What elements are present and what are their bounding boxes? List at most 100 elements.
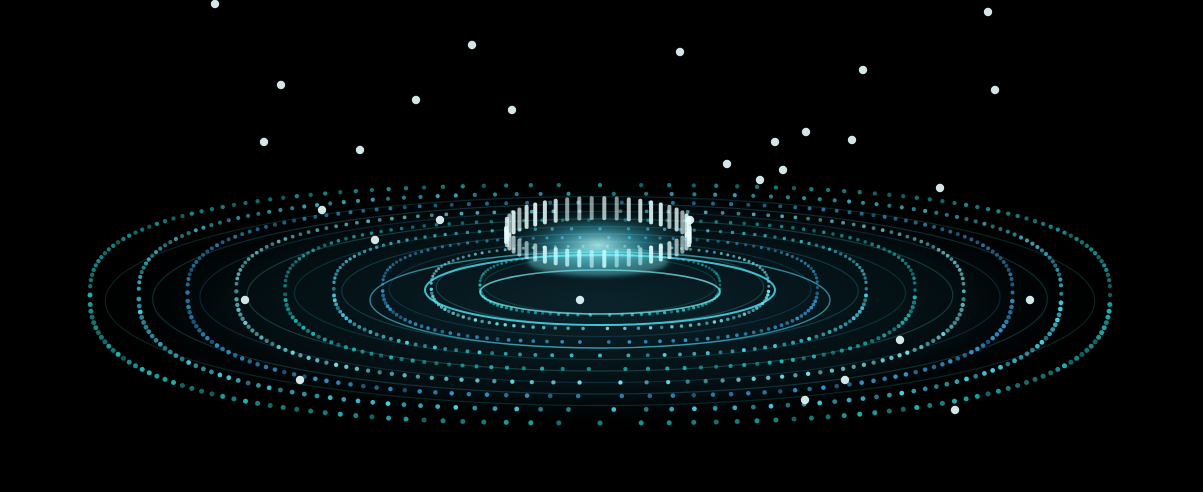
- ring-dot: [298, 232, 303, 237]
- ring-dot: [1039, 248, 1044, 253]
- ring-dot: [243, 398, 248, 404]
- ring-dot: [1018, 355, 1024, 360]
- ring-dot: [486, 268, 490, 272]
- ring-dot: [247, 359, 252, 364]
- ring-dot: [173, 236, 178, 242]
- ring-dot: [402, 205, 407, 210]
- ring-dot: [465, 230, 470, 235]
- ring-dot: [766, 375, 771, 380]
- ring-dot: [753, 232, 757, 237]
- ring-dot: [934, 210, 939, 215]
- ring-dot: [754, 418, 760, 424]
- ring-dot: [747, 310, 751, 315]
- ring-dot: [478, 283, 482, 287]
- ring-dot: [369, 187, 375, 193]
- ring-dot: [490, 351, 495, 356]
- ring-dot: [644, 380, 649, 385]
- ring-dot: [293, 318, 298, 323]
- ring-dot: [433, 234, 437, 238]
- ring-dot: [713, 270, 716, 273]
- ring-dot: [560, 366, 565, 371]
- ring-dot: [474, 220, 479, 224]
- ring-dot: [475, 211, 480, 215]
- ring-dot: [940, 362, 945, 367]
- ring-dot: [348, 319, 353, 324]
- ring-dot: [111, 243, 116, 248]
- ring-dot: [489, 266, 493, 270]
- ring-dot: [374, 207, 379, 212]
- ring-dot: [829, 368, 835, 373]
- ring-dot: [695, 337, 699, 342]
- ring-dot: [831, 232, 835, 236]
- ring-dot: [233, 234, 238, 239]
- ring-dot: [422, 224, 427, 228]
- ring-dot: [305, 328, 311, 333]
- ring-dot: [1039, 339, 1045, 345]
- ring-dot: [403, 317, 407, 322]
- ring-dot: [669, 310, 674, 314]
- ring-dot: [864, 293, 868, 298]
- ring-dot: [110, 347, 116, 353]
- ring-dot: [726, 317, 730, 322]
- ring-dot: [717, 276, 721, 280]
- ring-dot: [243, 200, 248, 206]
- ring-dot: [871, 360, 876, 365]
- ring-dot: [801, 356, 806, 361]
- ring-dot: [556, 420, 562, 426]
- ring-dot: [973, 373, 979, 379]
- data-spike: [259, 137, 269, 320]
- ring-dot: [133, 230, 138, 235]
- ring-dot: [960, 276, 965, 281]
- ring-dot: [322, 410, 328, 416]
- ring-dot: [742, 312, 747, 316]
- ring-dot: [751, 330, 756, 335]
- ring-dot: [106, 247, 111, 252]
- ring-dot: [185, 290, 190, 295]
- ring-dot: [814, 276, 819, 280]
- ring-dot: [239, 356, 245, 361]
- ring-dot: [897, 232, 902, 237]
- ring-dot: [821, 385, 826, 390]
- ring-dot: [692, 351, 697, 356]
- ring-dot: [386, 186, 391, 192]
- ring-dot: [477, 350, 482, 355]
- ring-dot: [316, 334, 321, 339]
- ring-dot: [1099, 330, 1105, 336]
- ring-dot: [209, 246, 214, 251]
- ring-dot: [685, 379, 690, 384]
- ring-dot: [402, 373, 407, 378]
- ring-dot: [742, 221, 746, 226]
- ring-dot: [1040, 221, 1046, 227]
- ring-dot: [331, 286, 336, 291]
- ring-dot: [515, 308, 519, 312]
- ring-dot: [361, 208, 366, 213]
- ring-dot: [102, 339, 108, 345]
- ring-dot: [912, 276, 916, 280]
- ring-dot: [692, 406, 697, 412]
- ring-dot: [931, 338, 936, 343]
- ring-dot: [1088, 343, 1094, 349]
- ring-dot: [189, 267, 194, 272]
- ring-dot: [467, 316, 471, 321]
- ring-dot: [778, 204, 783, 209]
- ring-dot: [284, 302, 289, 308]
- ring-dot: [294, 194, 299, 199]
- ring-dot: [352, 234, 356, 239]
- ring-dot: [481, 419, 487, 425]
- ring-dot: [636, 326, 641, 330]
- ring-dot: [389, 228, 393, 232]
- ring-dot: [479, 276, 483, 280]
- ring-dot: [369, 351, 374, 356]
- ring-dot: [267, 403, 273, 408]
- ring-dot: [773, 325, 778, 330]
- ring-dot: [489, 365, 494, 370]
- ring-dot: [805, 371, 811, 376]
- ring-dot: [751, 193, 756, 198]
- ring-dot: [1053, 263, 1058, 268]
- data-spike: [507, 105, 517, 290]
- ring-dot: [725, 334, 730, 339]
- ring-dot: [443, 307, 447, 311]
- ring-dot: [290, 206, 295, 211]
- ring-dot: [220, 393, 226, 399]
- ring-dot: [864, 280, 868, 284]
